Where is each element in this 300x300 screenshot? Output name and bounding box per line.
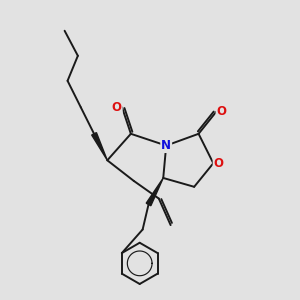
Text: O: O	[217, 105, 226, 118]
Text: N: N	[161, 139, 171, 152]
Polygon shape	[92, 133, 107, 160]
Text: O: O	[112, 101, 122, 114]
Polygon shape	[146, 178, 163, 206]
Text: O: O	[214, 157, 224, 170]
